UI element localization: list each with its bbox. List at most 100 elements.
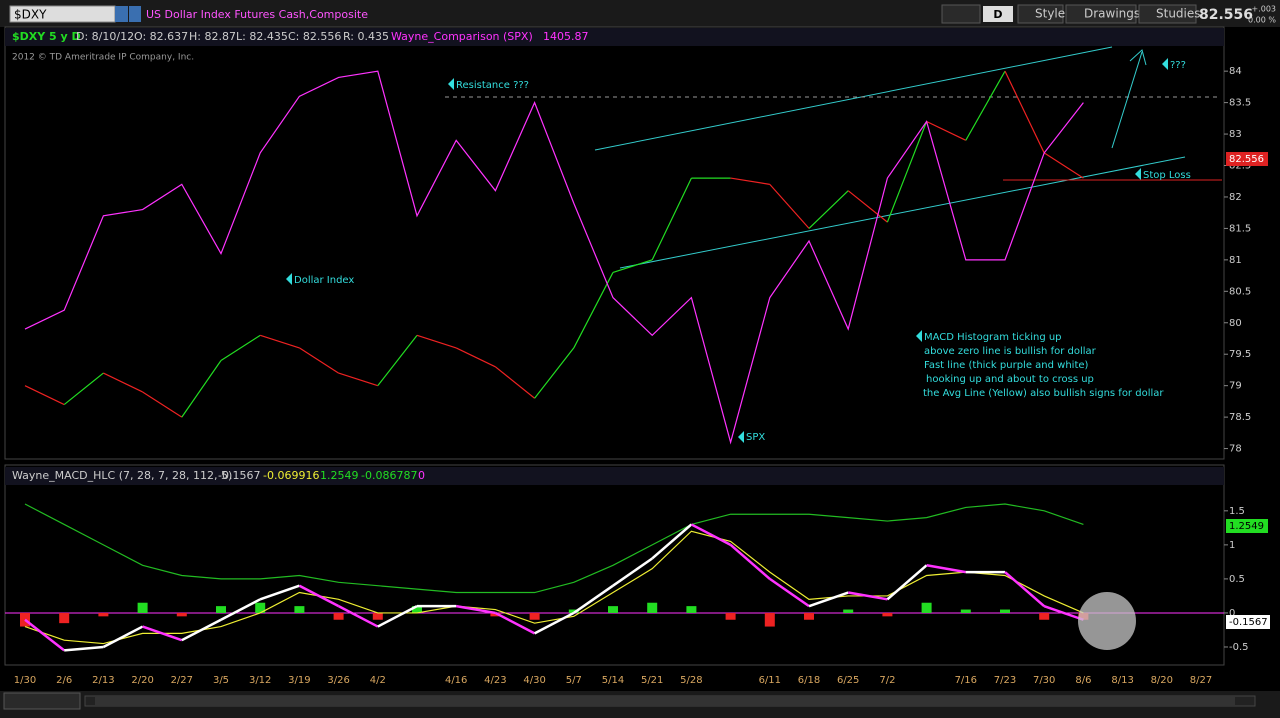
arrow-head: [1129, 49, 1147, 66]
studies-label: Studies: [1156, 7, 1201, 21]
histogram-bar: [372, 612, 383, 620]
x-tick-label: 3/5: [213, 675, 229, 686]
histogram-bar: [529, 612, 540, 620]
price-line: [651, 177, 692, 261]
drawings-button[interactable]: [1065, 4, 1137, 24]
x-tick-label: 3/19: [288, 675, 310, 686]
y-tick-label: 80.5: [1229, 286, 1251, 297]
x-tick-label: 4/16: [445, 675, 467, 686]
histogram-bar: [412, 606, 422, 613]
annotation-marker: [738, 431, 744, 443]
period: D: [993, 8, 1002, 21]
x-tick-label: 3/12: [249, 675, 271, 686]
annotation: Dollar Index: [294, 275, 354, 286]
comparison-line: [24, 70, 1084, 445]
price-line: [416, 334, 457, 349]
x-tick-label: 4/2: [370, 675, 386, 686]
x-tick-label: 5/7: [566, 675, 582, 686]
fast-line: [259, 584, 300, 601]
annotation-marker: [1135, 168, 1141, 180]
histogram-bar: [255, 602, 266, 613]
x-tick-label: 4/30: [523, 675, 545, 686]
annotation-marker: [916, 330, 922, 342]
y-tick-label: -0.5: [1229, 642, 1249, 653]
annotation-marker: [1162, 58, 1168, 70]
fast-line: [455, 604, 496, 615]
fast-line: [886, 564, 928, 601]
price-line: [886, 121, 928, 223]
y-tick-label: 78: [1229, 444, 1242, 455]
fast-line: [377, 605, 418, 628]
zoom-tools[interactable]: [3, 692, 81, 710]
fast-line: [64, 645, 104, 652]
annotation: MACD Histogram ticking up: [924, 332, 1062, 343]
fast-line: [298, 584, 340, 608]
fast-line: [1004, 571, 1046, 608]
projection-arrow: [1111, 51, 1143, 149]
style-button[interactable]: [1017, 4, 1064, 24]
histogram-bar: [137, 602, 148, 613]
macd-v4: -0.086787: [361, 469, 417, 482]
symbol-menu[interactable]: [129, 6, 141, 22]
header-high: H: 82.87: [189, 30, 236, 43]
macd-header: [5, 467, 1224, 485]
price-line: [808, 190, 849, 229]
y-tick-label: 81: [1229, 255, 1242, 266]
y-tick-label: 78.5: [1229, 412, 1251, 423]
change: +.003: [1251, 5, 1276, 14]
value-box: [1226, 615, 1270, 629]
fast-line: [926, 564, 967, 574]
fast-line: [102, 625, 144, 649]
annotation-marker: [448, 78, 454, 90]
price-line: [847, 190, 888, 223]
symbol-dropdown[interactable]: [115, 6, 128, 22]
macd-v5: 0: [418, 469, 425, 482]
x-tick-label: 5/14: [602, 675, 624, 686]
header-comparison-value: 1405.87: [543, 30, 589, 43]
histogram-bar: [98, 612, 109, 617]
y-tick-label: 1.5: [1229, 506, 1245, 517]
x-tick-label: 5/28: [680, 675, 702, 686]
fast-line: [808, 591, 849, 608]
y-tick-label: 82: [1229, 192, 1242, 203]
x-tick-label: 2/20: [131, 675, 153, 686]
annotation: Stop Loss: [1143, 170, 1191, 181]
change-pct: 0.00 %: [1248, 16, 1276, 25]
macd-panel: [4, 464, 1225, 666]
studies-button[interactable]: [1138, 4, 1197, 24]
price-line: [612, 259, 653, 274]
price-line: [142, 391, 183, 418]
last-price-label: 82.556: [1229, 154, 1264, 165]
y-tick-label: 83.5: [1229, 98, 1251, 109]
macd-v2: -0.069916: [263, 469, 319, 482]
price-line: [455, 347, 496, 368]
scroll-thumb[interactable]: [95, 697, 1235, 705]
x-tick-label: 7/16: [955, 675, 977, 686]
histogram-bar: [804, 612, 814, 620]
x-tick-label: 7/2: [879, 675, 895, 686]
price-line: [1043, 152, 1084, 179]
histogram-bar: [1039, 612, 1050, 620]
period-button[interactable]: [983, 6, 1013, 22]
macd-study: Wayne_MACD_HLC (7, 28, 7, 28, 112, 5): [12, 469, 232, 482]
histogram-bar: [333, 612, 344, 620]
histogram-bar: [921, 602, 932, 613]
price-line: [377, 334, 418, 387]
x-tick-label: 3/26: [327, 675, 349, 686]
price-line: [730, 177, 770, 185]
style-label: Style: [1035, 7, 1065, 21]
header-low: L: 82.435: [236, 30, 288, 43]
histogram-bar: [647, 602, 658, 613]
trend-line-lower: [619, 156, 1186, 269]
header-open: O: 82.637: [134, 30, 188, 43]
drawing-tools[interactable]: [941, 4, 981, 24]
fast-line: [573, 584, 614, 614]
price-line: [769, 183, 810, 229]
price-line: [573, 272, 614, 349]
fast-line: [769, 577, 810, 608]
x-tick-label: 1/30: [14, 675, 36, 686]
trend-line-upper: [594, 46, 1113, 151]
price-header: [5, 28, 1224, 46]
